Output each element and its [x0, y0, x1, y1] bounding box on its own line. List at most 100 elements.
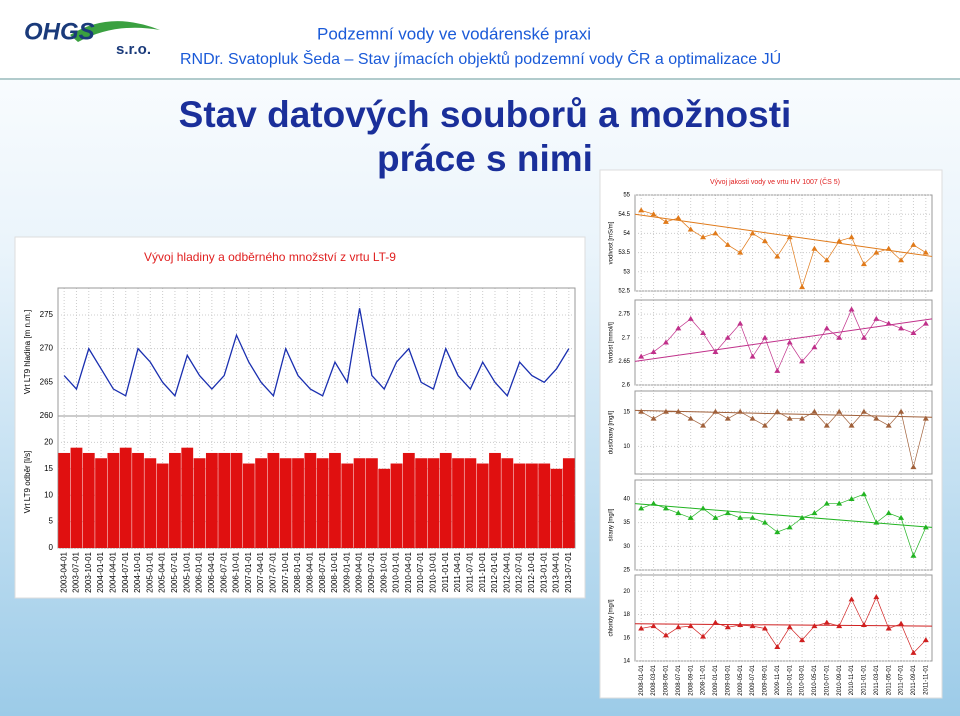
x-tick-label: 2011-01-01: [862, 664, 868, 695]
bar: [82, 452, 95, 548]
marker: [749, 415, 756, 421]
marker: [737, 621, 744, 627]
panel-frame: [634, 574, 933, 662]
x-tick-label: 2006-07-01: [219, 551, 228, 592]
x-tick-label: 2010-03-01: [800, 664, 806, 695]
bar: [526, 463, 538, 548]
y-tick-label: 10: [44, 490, 53, 499]
marker: [799, 637, 806, 643]
heading: Stav datových souborů a možnosti: [179, 94, 792, 135]
marker: [650, 415, 657, 421]
marker: [873, 249, 880, 255]
marker: [650, 500, 657, 506]
y-tick-label: 16: [623, 635, 630, 641]
slide-subtitle: RNDr. Svatopluk Šeda – Stav jímacích obj…: [180, 49, 781, 68]
x-tick-label: 2009-01-01: [342, 551, 351, 592]
bar: [415, 458, 428, 548]
marker: [860, 261, 867, 267]
header-band: [0, 0, 960, 78]
x-tick-label: 2004-07-01: [121, 551, 130, 592]
x-tick-label: 2007-10-01: [281, 551, 290, 592]
marker: [687, 226, 694, 232]
bar: [378, 468, 391, 548]
bar: [119, 447, 132, 548]
marker: [712, 230, 719, 236]
bar: [464, 458, 477, 548]
marker: [860, 621, 867, 627]
marker: [811, 408, 818, 414]
marker: [638, 505, 645, 511]
x-tick-label: 2003-10-01: [84, 551, 93, 592]
x-tick-label: 2008-04-01: [305, 551, 314, 592]
marker: [922, 320, 929, 326]
marker: [650, 211, 657, 217]
marker: [799, 358, 806, 364]
x-tick-label: 2012-01-01: [490, 551, 499, 592]
marker: [774, 644, 781, 650]
marker: [848, 306, 855, 312]
marker: [724, 624, 731, 630]
x-tick-label: 2008-03-01: [651, 664, 657, 695]
x-tick-label: 2006-01-01: [195, 551, 204, 592]
bar: [489, 452, 501, 548]
y-tick-label: 15: [623, 409, 630, 415]
y-tick-label: 20: [623, 589, 630, 595]
x-tick-label: 2008-01-01: [293, 551, 302, 592]
marker: [774, 253, 781, 259]
marker: [675, 408, 682, 414]
marker: [922, 524, 929, 530]
y-tick-label: 53.5: [618, 250, 630, 256]
marker: [786, 339, 793, 345]
x-tick-label: 2009-01-01: [713, 664, 719, 695]
marker: [737, 408, 744, 414]
y-axis-label: vodivost [mS/m]: [609, 221, 615, 264]
logo-sub: s.r.o.: [116, 41, 151, 58]
x-tick-label: 2005-07-01: [170, 551, 179, 592]
marker: [885, 510, 892, 516]
marker: [823, 422, 830, 428]
x-tick-label: 2003-07-01: [72, 551, 81, 592]
bar: [70, 447, 83, 548]
marker: [836, 623, 843, 629]
bar: [513, 463, 526, 548]
bar: [316, 458, 329, 548]
bar: [439, 452, 452, 548]
marker: [836, 238, 843, 244]
marker: [712, 514, 719, 520]
bar: [550, 468, 563, 548]
x-tick-label: 2013-07-01: [564, 551, 573, 592]
y-axis-label: Vrt LT9 hladina [m n.m.]: [23, 310, 32, 394]
y-axis-label: tvrdost [mmol/l]: [609, 322, 615, 363]
x-tick-label: 2012-04-01: [502, 551, 511, 592]
x-tick-label: 2008-09-01: [688, 664, 694, 695]
x-tick-label: 2010-07-01: [824, 664, 830, 695]
marker: [811, 623, 818, 629]
marker: [873, 519, 880, 525]
bar: [562, 458, 575, 548]
marker: [749, 230, 756, 236]
x-tick-label: 2011-03-01: [874, 664, 880, 695]
marker: [700, 234, 707, 240]
chart-title: Vývoj hladiny a odběrného množství z vrt…: [144, 250, 396, 264]
bar: [95, 458, 107, 548]
x-tick-label: 2011-04-01: [453, 551, 462, 592]
marker: [823, 619, 830, 625]
marker: [761, 422, 768, 428]
marker: [774, 408, 781, 414]
x-tick-label: 2010-10-01: [429, 551, 438, 592]
x-tick-label: 2011-07-01: [465, 551, 474, 592]
marker: [836, 334, 843, 340]
marker: [687, 514, 694, 520]
marker: [873, 594, 880, 600]
y-tick-label: 260: [40, 411, 54, 420]
x-tick-label: 2008-07-01: [676, 664, 682, 695]
marker: [662, 339, 669, 345]
marker: [898, 257, 905, 263]
trend-line: [634, 409, 933, 418]
x-tick-label: 2008-11-01: [701, 664, 707, 695]
marker: [662, 218, 669, 224]
y-tick-label: 55: [623, 193, 630, 199]
marker: [700, 422, 707, 428]
x-tick-label: 2010-01-01: [392, 551, 401, 592]
connector: [641, 596, 927, 654]
